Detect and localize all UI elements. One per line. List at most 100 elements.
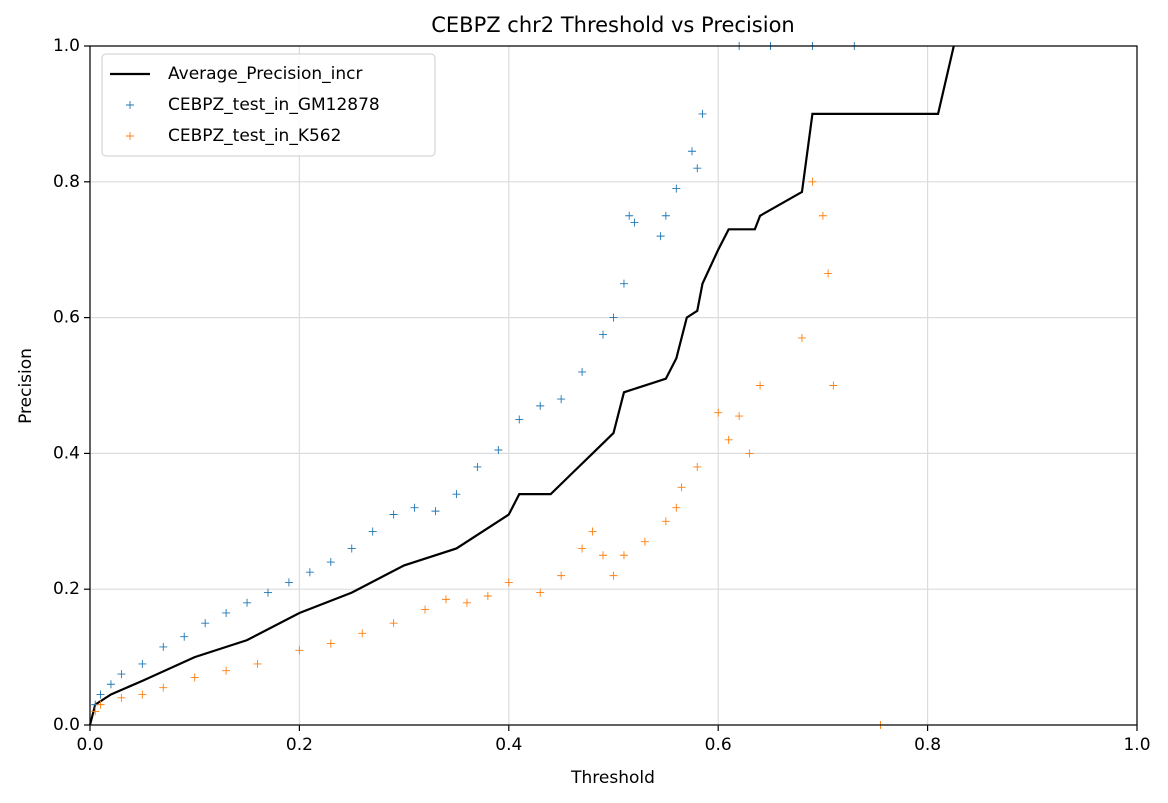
point xyxy=(106,680,115,689)
chart-title: CEBPZ chr2 Threshold vs Precision xyxy=(431,13,795,37)
point xyxy=(180,632,189,641)
point xyxy=(326,639,335,648)
point xyxy=(824,269,833,278)
point xyxy=(515,415,524,424)
x-tick-label: 0.4 xyxy=(495,735,522,755)
point xyxy=(243,598,252,607)
point xyxy=(672,503,681,512)
point xyxy=(656,232,665,241)
point xyxy=(263,588,272,597)
point xyxy=(619,279,628,288)
point xyxy=(693,462,702,471)
point xyxy=(96,690,105,699)
point xyxy=(190,673,199,682)
legend-label: CEBPZ_test_in_GM12878 xyxy=(168,95,380,115)
y-tick-label: 0.4 xyxy=(53,443,80,463)
y-tick-label: 1.0 xyxy=(53,36,80,56)
y-tick-label: 0.2 xyxy=(53,579,80,599)
point xyxy=(808,177,817,186)
point xyxy=(724,435,733,444)
point xyxy=(389,619,398,628)
point xyxy=(421,605,430,614)
point xyxy=(473,462,482,471)
point xyxy=(431,507,440,516)
point xyxy=(441,595,450,604)
point xyxy=(745,449,754,458)
plot-frame xyxy=(89,45,1138,726)
point xyxy=(661,211,670,220)
legend-label: CEBPZ_test_in_K562 xyxy=(168,126,341,146)
line xyxy=(88,45,955,726)
point xyxy=(630,218,639,227)
point xyxy=(588,527,597,536)
point xyxy=(599,330,608,339)
x-tick-label: 0.8 xyxy=(914,735,941,755)
point xyxy=(368,527,377,536)
y-tick-label: 0.8 xyxy=(53,172,80,192)
point xyxy=(284,578,293,587)
point xyxy=(619,551,628,560)
point xyxy=(305,568,314,577)
point xyxy=(117,693,126,702)
point xyxy=(326,558,335,567)
point xyxy=(117,670,126,679)
point xyxy=(735,412,744,421)
point xyxy=(536,401,545,410)
point xyxy=(599,551,608,560)
legend-swatch xyxy=(126,132,134,140)
point xyxy=(159,683,168,692)
point xyxy=(159,642,168,651)
point xyxy=(91,707,100,716)
point xyxy=(347,544,356,553)
point xyxy=(609,313,618,322)
point xyxy=(688,147,697,156)
point xyxy=(714,408,723,417)
point xyxy=(578,544,587,553)
x-axis-label: Threshold xyxy=(570,768,655,788)
point xyxy=(693,164,702,173)
point xyxy=(640,537,649,546)
point xyxy=(609,571,618,580)
point xyxy=(829,381,838,390)
y-axis-label: Precision xyxy=(16,348,36,424)
point xyxy=(452,490,461,499)
point xyxy=(578,367,587,376)
point xyxy=(96,700,105,709)
point xyxy=(625,211,634,220)
x-tick-label: 0.0 xyxy=(76,735,103,755)
point xyxy=(557,395,566,404)
point xyxy=(672,184,681,193)
x-tick-label: 0.2 xyxy=(286,735,313,755)
point xyxy=(462,598,471,607)
point xyxy=(253,659,262,668)
point xyxy=(557,571,566,580)
point xyxy=(818,211,827,220)
point xyxy=(483,591,492,600)
y-tick-label: 0.6 xyxy=(53,308,80,328)
legend-box xyxy=(101,53,436,157)
x-tick-label: 1.0 xyxy=(1123,735,1150,755)
legend-label: Average_Precision_incr xyxy=(168,64,363,84)
point xyxy=(201,619,210,628)
x-tick-label: 0.6 xyxy=(705,735,732,755)
point xyxy=(138,690,147,699)
point xyxy=(389,510,398,519)
point xyxy=(504,578,513,587)
point xyxy=(536,588,545,597)
point xyxy=(494,446,503,455)
point xyxy=(661,517,670,526)
point xyxy=(797,333,806,342)
point xyxy=(138,659,147,668)
legend-swatch xyxy=(126,101,134,109)
point xyxy=(222,666,231,675)
point xyxy=(295,646,304,655)
point xyxy=(410,503,419,512)
point xyxy=(698,109,707,118)
point xyxy=(756,381,765,390)
point xyxy=(677,483,686,492)
point xyxy=(222,608,231,617)
point xyxy=(358,629,367,638)
y-tick-label: 0.0 xyxy=(53,715,80,735)
